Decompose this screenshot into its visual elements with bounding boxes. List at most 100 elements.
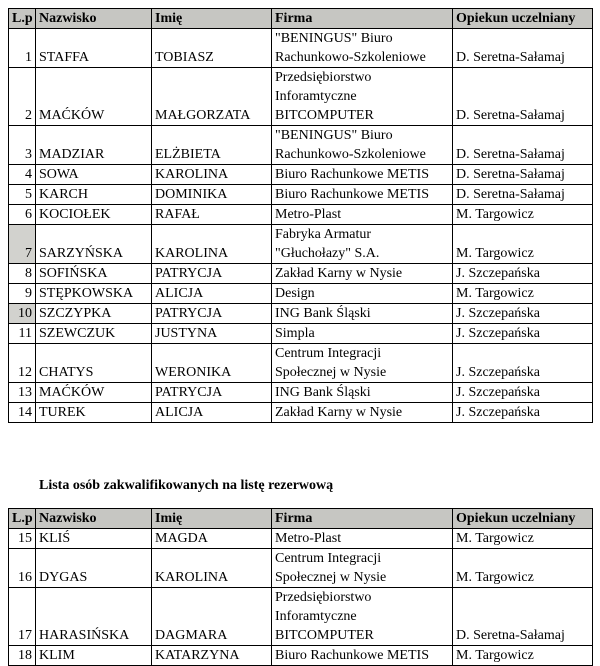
cell-lp: 1 xyxy=(8,28,36,68)
column-header-imie: Imię xyxy=(151,508,272,529)
cell-firma: Centrum Integracji Społecznej w Nysie xyxy=(271,343,453,383)
cell-firma: Centrum Integracji Społecznej w Nysie xyxy=(271,548,453,588)
cell-imie: DAGMARA xyxy=(151,587,272,646)
cell-opiekun: D. Seretna-Sałamaj xyxy=(452,67,593,126)
cell-firma: Przedsiębiorstwo Inforamtyczne BITCOMPUT… xyxy=(271,587,453,646)
column-header-imie: Imię xyxy=(151,8,272,29)
cell-opiekun: J. Szczepańska xyxy=(452,343,593,383)
cell-firma: ING Bank Śląski xyxy=(271,382,453,403)
table-row: 17 HARASIŃSKA DAGMARA Przedsiębiorstwo Info… xyxy=(8,587,593,646)
cell-firma: Metro-Plast xyxy=(271,204,453,225)
column-header-lp: L.p xyxy=(8,8,36,29)
cell-nazwisko: MAĆKÓW xyxy=(35,67,152,126)
cell-imie: ALICJA xyxy=(151,402,272,423)
cell-lp: 6 xyxy=(8,204,36,225)
cell-nazwisko: STAFFA xyxy=(35,28,152,68)
cell-opiekun: M. Targowicz xyxy=(452,224,593,264)
cell-opiekun: J. Szczepańska xyxy=(452,303,593,324)
cell-imie: ELŻBIETA xyxy=(151,125,272,165)
cell-nazwisko: SZEWCZUK xyxy=(35,323,152,344)
cell-firma: Zakład Karny w Nysie xyxy=(271,402,453,423)
qualified-table-header: L.p Nazwisko Imię Firma Opiekun uczelniany xyxy=(8,8,593,29)
cell-opiekun: M. Targowicz xyxy=(452,645,593,666)
cell-nazwisko: KLIM xyxy=(35,645,152,666)
cell-firma: Przedsiębiorstwo Inforamtyczne BITCOMPUT… xyxy=(271,67,453,126)
table-row: 14 TUREK ALICJA Zakład Karny w Nysie J. Szcz… xyxy=(8,402,593,423)
cell-firma: "BENINGUS" Biuro Rachunkowo-Szkoleniowe xyxy=(271,28,453,68)
cell-firma: Fabryka Armatur "Głuchołazy" S.A. xyxy=(271,224,453,264)
cell-lp: 11 xyxy=(8,323,36,344)
reserve-table-header: L.p Nazwisko Imię Firma Opiekun uczelniany xyxy=(8,508,593,529)
cell-imie: KAROLINA xyxy=(151,164,272,185)
column-header-lp: L.p xyxy=(8,508,36,529)
cell-nazwisko: KOCIOŁEK xyxy=(35,204,152,225)
cell-imie: PATRYCJA xyxy=(151,263,272,284)
cell-lp: 2 xyxy=(8,67,36,126)
cell-lp: 8 xyxy=(8,263,36,284)
cell-lp: 5 xyxy=(8,184,36,205)
cell-nazwisko: SARZYŃSKA xyxy=(35,224,152,264)
cell-lp: 7 xyxy=(8,224,36,264)
cell-opiekun: J. Szczepańska xyxy=(452,382,593,403)
column-header-firma: Firma xyxy=(271,508,453,529)
cell-firma: Biuro Rachunkowe METIS xyxy=(271,184,453,205)
cell-nazwisko: CHATYS xyxy=(35,343,152,383)
cell-lp: 16 xyxy=(8,548,36,588)
cell-imie: ALICJA xyxy=(151,283,272,304)
cell-imie: KAROLINA xyxy=(151,224,272,264)
cell-firma: "BENINGUS" Biuro Rachunkowo-Szkoleniowe xyxy=(271,125,453,165)
cell-lp: 3 xyxy=(8,125,36,165)
column-header-nazwisko: Nazwisko xyxy=(35,508,152,529)
column-header-firma: Firma xyxy=(271,8,453,29)
cell-nazwisko: SZCZYPKA xyxy=(35,303,152,324)
column-header-opiekun: Opiekun uczelniany xyxy=(452,508,593,529)
table-row: 6 KOCIOŁEK RAFAŁ Metro-Plast M. Targowicz xyxy=(8,204,593,225)
table-row: 13 MAĆKÓW PATRYCJA ING Bank Śląski J. Szczep… xyxy=(8,382,593,403)
cell-lp: 13 xyxy=(8,382,36,403)
cell-opiekun: M. Targowicz xyxy=(452,204,593,225)
cell-firma: Simpla xyxy=(271,323,453,344)
cell-nazwisko: SOFIŃSKA xyxy=(35,263,152,284)
cell-firma: Design xyxy=(271,283,453,304)
cell-opiekun: D. Seretna-Sałamaj xyxy=(452,587,593,646)
cell-imie: DOMINIKA xyxy=(151,184,272,205)
column-header-opiekun: Opiekun uczelniany xyxy=(452,8,593,29)
table-row: 16 DYGAS KAROLINA Centrum Integracji Społec… xyxy=(8,548,593,588)
table-row: 2 MAĆKÓW MAŁGORZATA Przedsiębiorstwo Infora… xyxy=(8,67,593,126)
cell-lp: 14 xyxy=(8,402,36,423)
table-row: 12 CHATYS WERONIKA Centrum Integracji Społe… xyxy=(8,343,593,383)
cell-nazwisko: KLIŚ xyxy=(35,528,152,549)
table-row: 10 SZCZYPKA PATRYCJA ING Bank Śląski J. Szcz… xyxy=(8,303,593,324)
cell-opiekun: D. Seretna-Sałamaj xyxy=(452,125,593,165)
cell-lp: 9 xyxy=(8,283,36,304)
reserve-list-title: Lista osób zakwalifikowanych na listę re… xyxy=(39,478,334,493)
cell-nazwisko: KARCH xyxy=(35,184,152,205)
cell-nazwisko: DYGAS xyxy=(35,548,152,588)
cell-imie: TOBIASZ xyxy=(151,28,272,68)
cell-imie: WERONIKA xyxy=(151,343,272,383)
table-row: 5 KARCH DOMINIKA Biuro Rachunkowe METIS D. S… xyxy=(8,184,593,205)
cell-firma: Biuro Rachunkowe METIS xyxy=(271,645,453,666)
cell-opiekun: D. Seretna-Sałamaj xyxy=(452,184,593,205)
cell-firma: Biuro Rachunkowe METIS xyxy=(271,164,453,185)
cell-nazwisko: SOWA xyxy=(35,164,152,185)
cell-lp: 18 xyxy=(8,645,36,666)
table-row: 9 STĘPKOWSKA ALICJA Design M. Targowicz xyxy=(8,283,593,304)
cell-opiekun: J. Szczepańska xyxy=(452,263,593,284)
cell-imie: RAFAŁ xyxy=(151,204,272,225)
cell-firma: Zakład Karny w Nysie xyxy=(271,263,453,284)
reserve-students-table: L.p Nazwisko Imię Firma Opiekun uczelniany 1… xyxy=(8,508,593,666)
qualified-students-table: L.p Nazwisko Imię Firma Opiekun uczelniany 1… xyxy=(8,8,593,423)
table-row: 11 SZEWCZUK JUSTYNA Simpla J. Szczepańska xyxy=(8,323,593,344)
cell-lp: 12 xyxy=(8,343,36,383)
table-row: 8 SOFIŃSKA PATRYCJA Zakład Karny w Nysie J. … xyxy=(8,263,593,284)
table-row: 1 STAFFA TOBIASZ "BENINGUS" Biuro Rachunkow… xyxy=(8,28,593,68)
cell-opiekun: M. Targowicz xyxy=(452,528,593,549)
cell-imie: PATRYCJA xyxy=(151,303,272,324)
qualified-table-body: 1 STAFFA TOBIASZ "BENINGUS" Biuro Rachunkow… xyxy=(8,28,593,423)
cell-firma: Metro-Plast xyxy=(271,528,453,549)
cell-firma: ING Bank Śląski xyxy=(271,303,453,324)
reserve-table-body: 15 KLIŚ MAGDA Metro-Plast M. Targowicz 16 DYGA… xyxy=(8,528,593,666)
cell-imie: PATRYCJA xyxy=(151,382,272,403)
